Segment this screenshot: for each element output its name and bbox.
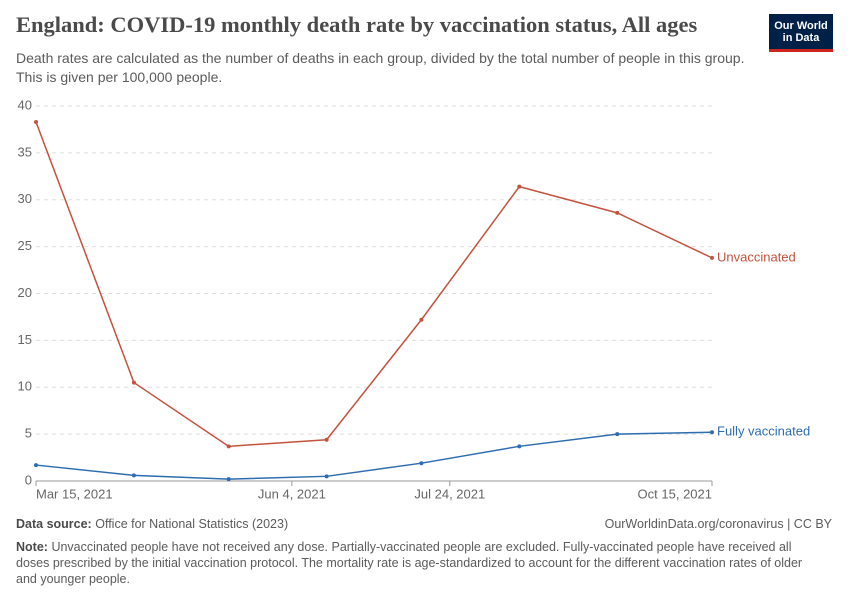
point (710, 255, 714, 260)
note-text: Unvaccinated people have not received an… (16, 540, 803, 586)
point (517, 444, 522, 449)
chart-title: England: COVID-19 monthly death rate by … (16, 12, 698, 37)
logo[interactable]: Our World in Data (769, 14, 833, 52)
point (226, 444, 231, 449)
x-tick-label: Mar 15, 2021 (36, 486, 113, 501)
y-tick-label: 30 (18, 191, 32, 206)
source: Data source: Office for National Statist… (16, 517, 288, 531)
x-tick-label: Jul 24, 2021 (414, 486, 485, 501)
y-tick-label: 35 (18, 144, 32, 159)
y-tick-label: 20 (18, 285, 32, 300)
series-line (35, 121, 713, 448)
x-tick-label: Oct 15, 2021 (638, 486, 712, 501)
point (324, 437, 329, 442)
point (226, 477, 231, 482)
logo-line: Our World (774, 20, 828, 32)
point (34, 463, 38, 468)
point (34, 119, 38, 124)
y-tick-label: 0 (25, 472, 32, 487)
chart: 0 5 10 15 20 25 30 35 40 Mar 15, 2021 Jun 4, 2021 J… (18, 97, 811, 501)
note: Note: Unvaccinated people have not recei… (16, 539, 816, 587)
source-label: Data source: (16, 517, 92, 531)
point (419, 317, 424, 322)
y-tick-label: 25 (18, 238, 32, 253)
y-tick-label: 15 (18, 332, 32, 347)
series-label: Unvaccinated (717, 249, 796, 264)
y-tick-label: 40 (18, 97, 32, 112)
logo-line: in Data (782, 32, 820, 44)
point (131, 473, 136, 478)
chart-subtitle: Death rates are calculated as the number… (16, 50, 745, 85)
source-text[interactable]: Office for National Statistics (2023) (95, 517, 289, 531)
point (324, 474, 329, 479)
y-tick-label: 5 (25, 426, 32, 441)
point (710, 430, 714, 435)
x-tick-label: Jun 4, 2021 (258, 486, 326, 501)
point (615, 432, 620, 437)
credit[interactable]: OurWorldinData.org/coronavirus | CC BY (604, 517, 832, 531)
point (131, 380, 136, 385)
y-tick-label: 10 (18, 379, 32, 394)
point (517, 184, 522, 189)
point (419, 461, 424, 466)
series-label: Fully vaccinated (717, 424, 810, 439)
series-line (35, 431, 713, 480)
note-label: Note: (16, 540, 48, 554)
point (615, 210, 620, 215)
